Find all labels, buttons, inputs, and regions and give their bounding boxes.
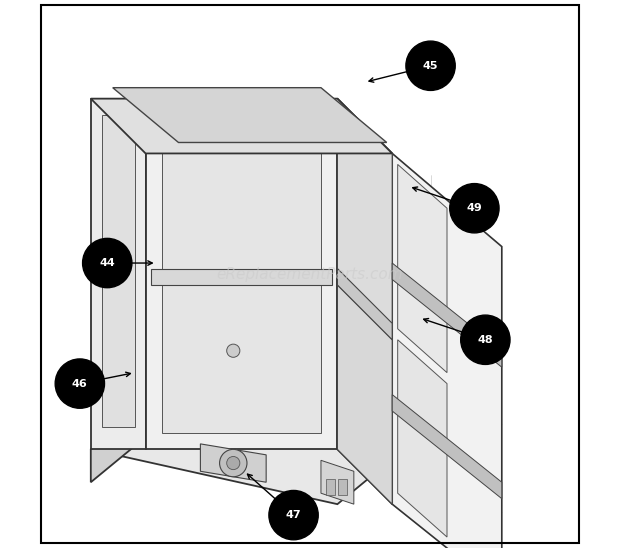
Polygon shape (162, 115, 321, 274)
Polygon shape (91, 99, 146, 449)
Polygon shape (151, 269, 332, 285)
Polygon shape (392, 395, 502, 499)
Polygon shape (392, 263, 502, 367)
Circle shape (269, 490, 318, 540)
Text: 44: 44 (99, 258, 115, 268)
Text: 49: 49 (466, 203, 482, 213)
FancyBboxPatch shape (339, 479, 347, 495)
Circle shape (450, 184, 499, 233)
Polygon shape (102, 115, 135, 427)
Polygon shape (184, 373, 430, 460)
Circle shape (227, 344, 240, 357)
Circle shape (219, 449, 247, 477)
Text: 48: 48 (477, 335, 493, 345)
Text: 47: 47 (286, 510, 301, 520)
Polygon shape (337, 269, 392, 340)
Polygon shape (91, 373, 184, 482)
Polygon shape (321, 460, 354, 504)
Circle shape (227, 456, 240, 470)
Polygon shape (337, 99, 392, 329)
FancyBboxPatch shape (327, 479, 335, 495)
Polygon shape (397, 164, 447, 373)
Circle shape (82, 238, 132, 288)
Polygon shape (337, 285, 392, 504)
Polygon shape (146, 99, 337, 449)
Circle shape (406, 41, 455, 90)
Polygon shape (392, 153, 502, 548)
Text: eReplacementParts.com: eReplacementParts.com (216, 266, 404, 282)
Polygon shape (113, 88, 387, 142)
Circle shape (461, 315, 510, 364)
Polygon shape (91, 373, 430, 504)
Text: 45: 45 (423, 61, 438, 71)
Polygon shape (91, 99, 392, 153)
Polygon shape (162, 285, 321, 433)
Polygon shape (337, 99, 392, 504)
Polygon shape (200, 444, 266, 482)
Circle shape (55, 359, 105, 408)
Text: 46: 46 (72, 379, 87, 389)
Polygon shape (397, 340, 447, 537)
